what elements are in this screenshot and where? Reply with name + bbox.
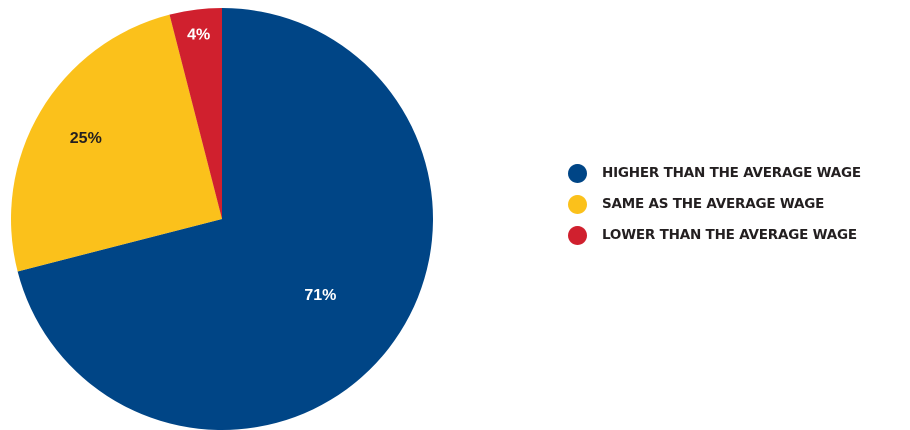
legend-label-same: SAME AS THE AVERAGE WAGE	[602, 196, 825, 212]
pie-value-labels: 71% 25% 4%	[70, 26, 337, 304]
chart-legend: HIGHER THAN THE AVERAGE WAGE SAME AS THE…	[568, 163, 861, 245]
legend-item-same: SAME AS THE AVERAGE WAGE	[568, 194, 861, 214]
pie-slice-higher	[17, 8, 433, 430]
pie-value-label-lower: 4%	[187, 26, 210, 43]
pie-slice-same	[11, 14, 222, 272]
legend-label-higher: HIGHER THAN THE AVERAGE WAGE	[602, 165, 861, 181]
legend-item-higher: HIGHER THAN THE AVERAGE WAGE	[568, 163, 861, 183]
pie-value-label-same: 25%	[70, 130, 102, 147]
pie-slice-lower	[169, 8, 222, 219]
legend-item-lower: LOWER THAN THE AVERAGE WAGE	[568, 225, 861, 245]
legend-label-lower: LOWER THAN THE AVERAGE WAGE	[602, 227, 857, 243]
legend-swatch-higher	[568, 163, 587, 183]
legend-swatch-lower	[568, 225, 587, 245]
legend-swatch-same	[568, 194, 587, 214]
pie-chart: 71% 25% 4%	[11, 8, 433, 430]
pie-value-label-higher: 71%	[304, 287, 336, 304]
pie-slices	[11, 8, 433, 430]
